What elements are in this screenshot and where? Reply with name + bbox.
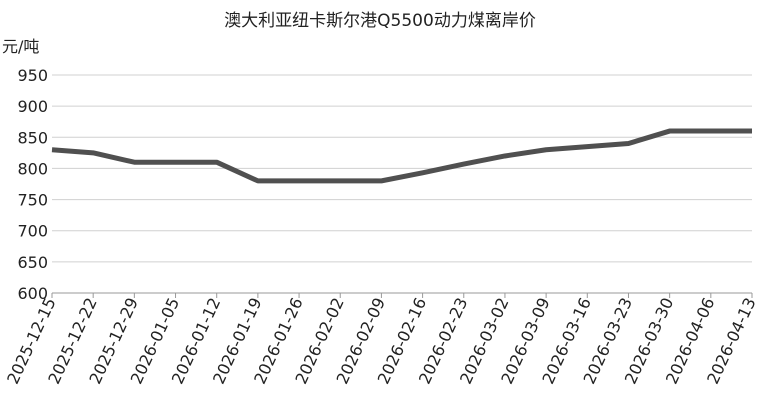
y-tick-label: 900: [17, 97, 48, 116]
y-tick-label: 650: [17, 253, 48, 272]
y-tick-label: 850: [17, 128, 48, 147]
y-tick-label: 950: [17, 66, 48, 85]
y-axis-label: 元/吨: [2, 37, 39, 56]
y-tick-label: 800: [17, 159, 48, 178]
chart-title: 澳大利亚纽卡斯尔港Q5500动力煤离岸价: [224, 11, 536, 31]
y-tick-label: 750: [17, 191, 48, 210]
y-tick-label: 600: [17, 284, 48, 303]
series-line: [51, 128, 752, 184]
y-tick-label: 700: [17, 222, 48, 241]
